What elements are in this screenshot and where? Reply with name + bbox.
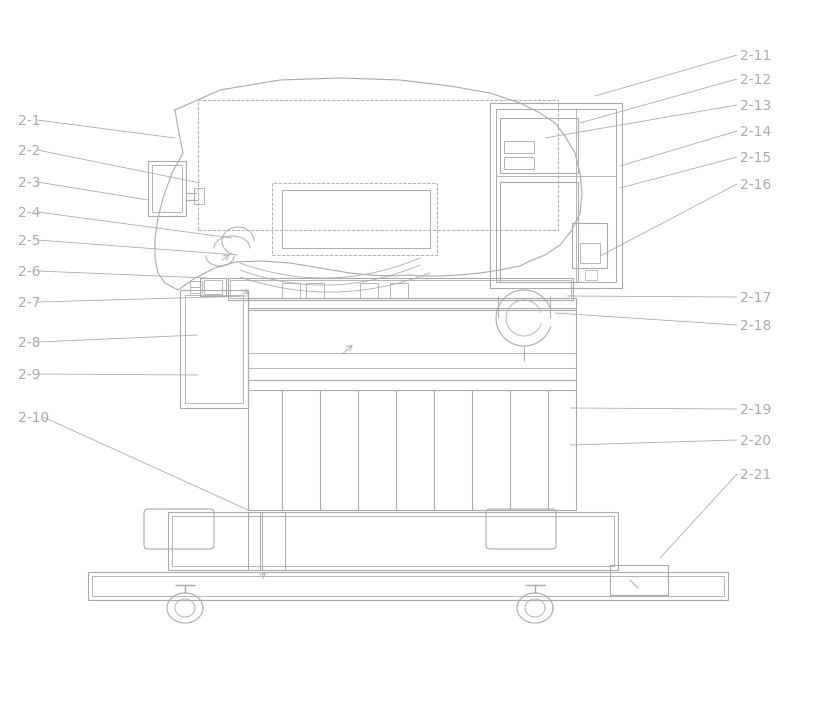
Bar <box>500 118 578 173</box>
Bar <box>172 516 614 566</box>
Bar <box>228 278 573 300</box>
Bar <box>306 283 324 298</box>
Bar <box>282 190 430 248</box>
Bar <box>230 280 571 298</box>
Bar <box>490 103 622 288</box>
Text: 2-18: 2-18 <box>740 319 771 333</box>
Bar <box>248 298 576 310</box>
Bar <box>190 281 202 293</box>
Bar <box>88 572 728 600</box>
Bar <box>200 278 226 296</box>
Bar <box>610 565 668 595</box>
Bar <box>282 283 300 298</box>
Bar <box>148 161 186 216</box>
Bar <box>585 270 597 280</box>
Bar <box>610 565 668 595</box>
Bar <box>390 283 408 298</box>
Bar <box>504 141 534 153</box>
Text: 2-12: 2-12 <box>740 73 771 87</box>
Text: 2-15: 2-15 <box>740 151 771 165</box>
Text: 2-21: 2-21 <box>740 468 771 482</box>
Bar <box>500 118 578 173</box>
Bar <box>572 223 607 268</box>
Bar <box>92 576 724 596</box>
Bar <box>168 512 618 570</box>
Bar <box>248 512 262 570</box>
Text: 2-9: 2-9 <box>18 368 40 382</box>
Bar <box>504 157 534 169</box>
Bar <box>204 280 222 294</box>
Text: 2-16: 2-16 <box>740 178 771 192</box>
Text: 2-5: 2-5 <box>18 234 40 248</box>
Text: 2-11: 2-11 <box>740 49 771 63</box>
Text: 2-7: 2-7 <box>18 296 40 310</box>
Text: 2-4: 2-4 <box>18 206 40 220</box>
Text: 2-13: 2-13 <box>740 99 771 113</box>
Bar <box>360 283 378 298</box>
Text: 2-14: 2-14 <box>740 125 771 139</box>
Text: 2-2: 2-2 <box>18 144 40 158</box>
Text: 2-20: 2-20 <box>740 434 771 448</box>
Text: 2-10: 2-10 <box>18 411 50 425</box>
Bar <box>580 243 600 263</box>
Bar <box>185 295 243 403</box>
Bar <box>152 165 182 212</box>
Bar <box>572 223 607 268</box>
Text: 2-8: 2-8 <box>18 336 40 350</box>
Bar <box>198 100 558 230</box>
Bar <box>248 308 576 510</box>
Bar <box>194 188 204 204</box>
Text: 2-17: 2-17 <box>740 291 771 305</box>
Bar <box>272 183 437 255</box>
Text: 2-1: 2-1 <box>18 114 40 128</box>
Text: 2-6: 2-6 <box>18 265 40 279</box>
Bar <box>500 182 578 282</box>
Bar <box>260 512 285 570</box>
Text: 2-3: 2-3 <box>18 176 40 190</box>
Bar <box>500 182 578 282</box>
Text: 2-19: 2-19 <box>740 403 771 417</box>
Bar <box>490 103 622 288</box>
Bar <box>180 290 248 408</box>
Bar <box>496 109 616 282</box>
